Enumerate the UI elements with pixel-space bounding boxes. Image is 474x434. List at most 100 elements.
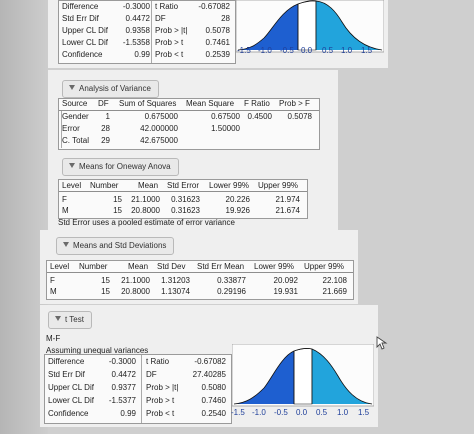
column-header: Level [50,262,70,271]
pooled-error-note: Std Error uses a pooled estimate of erro… [58,218,235,227]
table-cell: 0.5078 [287,112,312,121]
axis-tick-label: 1.0 [341,46,353,55]
table-cell: 19.931 [273,287,298,296]
stat-label: Confidence [48,409,89,418]
column-header: F Ratio [244,99,270,108]
stat-label: DF [146,370,157,379]
axis-tick-label: 0.0 [296,408,308,417]
column-header: Mean [128,262,149,271]
table-cell: 1 [105,112,110,121]
stat-value: -0.67082 [198,2,230,11]
table-cell: Error [62,124,80,133]
column-header: Upper 99% [258,181,299,190]
table-cell: 0.31623 [171,206,200,215]
column-header: Std Error [167,181,200,190]
stat-label: Prob < t [155,50,184,59]
disclosure-triangle-icon[interactable] [55,316,61,321]
table-cell: 0.29196 [217,287,246,296]
table-cell: 1.31203 [161,276,190,285]
means-oneway-header-button[interactable]: Means for Oneway Anova [62,158,179,176]
disclosure-triangle-icon[interactable] [69,85,75,90]
column-header: Lower 99% [209,181,250,190]
table-cell: M [50,287,57,296]
stat-label: Std Err Dif [48,370,85,379]
ttest-table [44,354,232,424]
stat-value: 0.9377 [111,383,136,392]
anova-header-button[interactable]: Analysis of Variance [62,80,159,98]
anova-header-label: Analysis of Variance [79,84,151,93]
stat-value: 0.9358 [125,26,150,35]
axis-tick-label: -1.0 [258,46,272,55]
disclosure-triangle-icon[interactable] [69,163,75,168]
table-cell: 0.67500 [211,112,240,121]
stat-value: 0.7461 [205,38,230,47]
column-header: Mean [138,181,159,190]
ttest-header-button[interactable]: t Test [48,311,92,329]
table-cell: 21.674 [275,206,300,215]
stat-value: -0.67082 [194,357,226,366]
stat-value: 0.7460 [201,396,226,405]
column-header: Mean Square [186,99,235,108]
table-cell: 20.8000 [121,287,150,296]
stat-value: 0.2540 [201,409,226,418]
stat-value: 28 [221,14,230,23]
stat-label: Prob > |t| [155,26,188,35]
table-cell: 0.33877 [217,276,246,285]
stat-label: t Ratio [155,2,179,11]
axis-tick-label: -1.5 [231,408,245,417]
table-cell: 1.13074 [161,287,190,296]
column-header: Lower 99% [254,262,295,271]
table-cell: 42.675000 [140,136,178,145]
t-distribution-plot [232,344,374,407]
column-header: Level [62,181,82,190]
means-std-header-button[interactable]: Means and Std Deviations [56,237,175,255]
stat-label: Upper CL Dif [48,383,94,392]
ttest-header-label: t Test [65,315,84,324]
top-t-distribution-plot [236,0,384,53]
table-cell: 21.669 [322,287,347,296]
stat-label: Prob > |t| [146,383,179,392]
table-cell: 28 [101,124,110,133]
stat-value: -0.3000 [122,2,150,11]
means-std-header-label: Means and Std Deviations [73,241,167,250]
stat-label: Confidence [62,50,103,59]
table-cell: 22.108 [322,276,347,285]
column-header: Upper 99% [304,262,345,271]
table-cell: C. Total [62,136,89,145]
axis-tick-label: -1.5 [237,46,251,55]
stat-label: Prob < t [146,409,175,418]
table-cell: Gender [62,112,89,121]
stat-value: -0.3000 [108,357,136,366]
axis-tick-label: 1.0 [337,408,349,417]
stat-label: Difference [48,357,85,366]
stat-label: DF [155,14,166,23]
column-header: Std Dev [157,262,186,271]
column-header: Std Err Mean [197,262,245,271]
anova-table [58,98,320,150]
column-header: Number [90,181,119,190]
table-cell: 0.31623 [171,195,200,204]
table-cell: 42.000000 [140,124,178,133]
table-cell: 1.50000 [211,124,240,133]
disclosure-triangle-icon[interactable] [63,242,69,247]
stat-value: 0.99 [134,50,150,59]
means-oneway-header-label: Means for Oneway Anova [79,162,171,171]
stat-value: 0.4472 [111,370,136,379]
table-cell: 29 [101,136,110,145]
stat-value: 0.2539 [205,50,230,59]
table-cell: M [62,206,69,215]
stat-label: Lower CL Dif [62,38,108,47]
stat-label: Std Err Dif [62,14,99,23]
table-cell: 21.1000 [121,276,150,285]
stat-label: t Ratio [146,357,170,366]
stat-value: 0.99 [120,409,136,418]
table-cell: 0.675000 [144,112,178,121]
stat-value: -1.5358 [122,38,150,47]
stat-value: 0.4472 [125,14,150,23]
means-std-table [46,260,354,300]
stat-label: Prob > t [155,38,184,47]
axis-tick-label: -1.0 [252,408,266,417]
column-header: Prob > F [279,99,310,108]
table-cell: F [50,276,55,285]
table-cell: 15 [113,206,122,215]
